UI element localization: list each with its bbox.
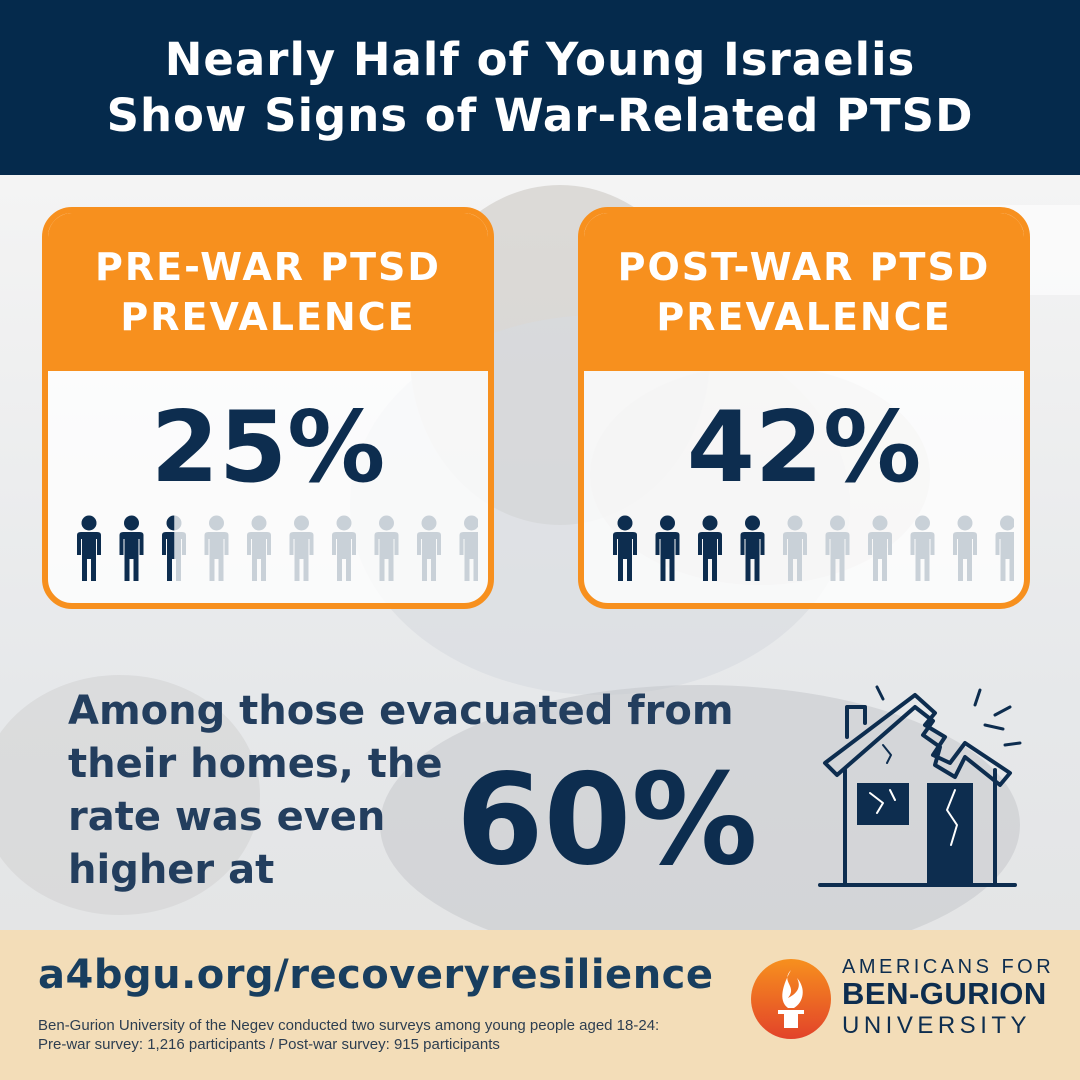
person-icon: [995, 515, 1014, 581]
survey-footnote-line-2: Pre-war survey: 1,216 participants / Pos…: [38, 1036, 500, 1053]
person-icon: [417, 515, 441, 581]
flame-logo-icon: [751, 959, 831, 1039]
person-icon: [204, 515, 229, 581]
card-label-line-2: PREVALENCE: [656, 295, 952, 339]
person-icon: [953, 515, 977, 581]
headline-line-1: Nearly Half of Young Israelis: [164, 32, 916, 86]
evacuated-percentage: 60%: [456, 746, 758, 893]
evacuated-text-line-4: higher at: [68, 847, 275, 893]
person-icon: [289, 515, 314, 581]
headline-line-2: Show Signs of War-Related PTSD: [106, 88, 974, 142]
evacuated-text-line-1: Among those evacuated from: [68, 688, 734, 734]
headline-banner: Nearly Half of Young Israelis Show Signs…: [0, 0, 1080, 175]
card-label-line-1: PRE-WAR PTSD: [95, 245, 441, 289]
logo-line-3: UNIVERSITY: [842, 1012, 1032, 1039]
card-label-line-2: PREVALENCE: [120, 295, 416, 339]
logo-line-2: BEN-GURION: [842, 976, 1047, 1011]
person-icon-filled: [740, 515, 765, 581]
post-war-card: POST-WAR PTSD PREVALENCE 42%: [578, 207, 1030, 609]
card-caption: PRE-WAR PTSD PREVALENCE: [48, 213, 488, 371]
campaign-url-link[interactable]: a4bgu.org/recoveryresilience: [38, 952, 714, 998]
card-label-line-1: POST-WAR PTSD: [617, 245, 991, 289]
card-caption: POST-WAR PTSD PREVALENCE: [584, 213, 1024, 371]
pre-war-card: PRE-WAR PTSD PREVALENCE 25%: [42, 207, 494, 609]
person-icon-filled: [613, 515, 637, 581]
post-war-people-row: [613, 515, 1014, 581]
person-icon: [374, 515, 399, 581]
footer-bar: a4bgu.org/recoveryresilience Ben-Gurion …: [0, 930, 1080, 1080]
evacuated-text-line-3: rate was even: [68, 794, 386, 840]
person-icon-filled: [655, 515, 680, 581]
post-war-percentage: 42%: [686, 391, 922, 505]
filled-people-layer: [77, 515, 175, 581]
person-icon: [868, 515, 892, 581]
person-icon-filled: [162, 515, 175, 581]
damaged-house-icon: [818, 685, 1022, 887]
person-icon-filled: [698, 515, 722, 581]
survey-footnote: Ben-Gurion University of the Negev condu…: [38, 1016, 728, 1054]
evacuated-text-line-2: their homes, the: [68, 741, 443, 787]
filled-people-layer: [613, 515, 765, 581]
person-icon: [459, 515, 478, 581]
survey-footnote-line-1: Ben-Gurion University of the Negev condu…: [38, 1017, 660, 1034]
person-icon: [783, 515, 807, 581]
evacuated-stat: Among those evacuated from their homes, …: [68, 685, 788, 893]
pre-war-people-row: [77, 515, 478, 581]
person-icon: [910, 515, 935, 581]
person-icon-filled: [119, 515, 144, 581]
person-icon: [332, 515, 356, 581]
person-icon-filled: [77, 515, 101, 581]
person-icon: [825, 515, 850, 581]
evacuated-text: Among those evacuated from their homes, …: [68, 685, 734, 897]
logo-line-1: AMERICANS FOR: [842, 956, 1055, 978]
person-icon: [247, 515, 271, 581]
pre-war-percentage: 25%: [150, 391, 386, 505]
abgu-logo: AMERICANS FOR BEN-GURION UNIVERSITY: [750, 950, 1060, 1060]
